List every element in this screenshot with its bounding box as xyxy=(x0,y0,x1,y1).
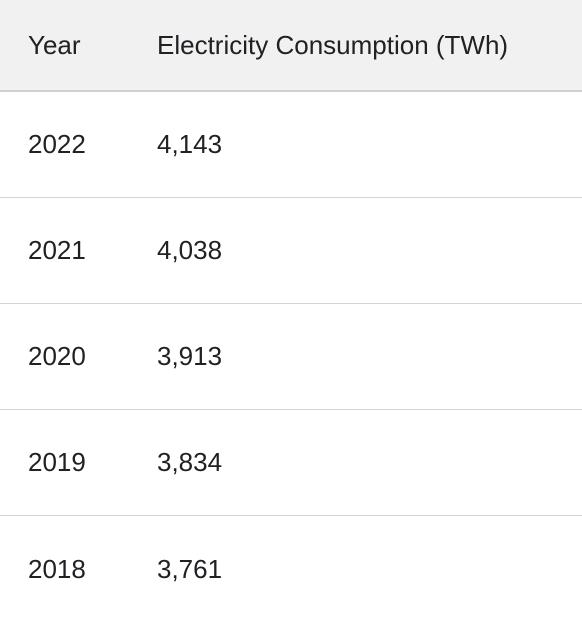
consumption-cell: 3,913 xyxy=(157,341,223,371)
table-row: 2019 3,834 xyxy=(0,410,582,516)
year-cell: 2021 xyxy=(28,235,86,265)
table-header-row: Year Electricity Consumption (TWh) xyxy=(0,0,582,92)
consumption-cell: 3,761 xyxy=(157,553,223,584)
column-header-consumption: Electricity Consumption (TWh) xyxy=(157,29,509,60)
year-cell: 2018 xyxy=(28,553,86,584)
table-row: 2022 4,143 xyxy=(0,92,582,198)
consumption-cell: 3,834 xyxy=(157,447,223,477)
year-cell: 2020 xyxy=(28,341,86,371)
table-row: 2018 3,761 xyxy=(0,516,582,622)
table-row: 2020 3,913 xyxy=(0,304,582,410)
consumption-cell: 4,038 xyxy=(157,235,223,265)
column-header-year: Year xyxy=(28,29,81,60)
consumption-cell: 4,143 xyxy=(157,129,223,159)
year-cell: 2022 xyxy=(28,129,86,159)
year-cell: 2019 xyxy=(28,447,86,477)
table-row: 2021 4,038 xyxy=(0,198,582,304)
